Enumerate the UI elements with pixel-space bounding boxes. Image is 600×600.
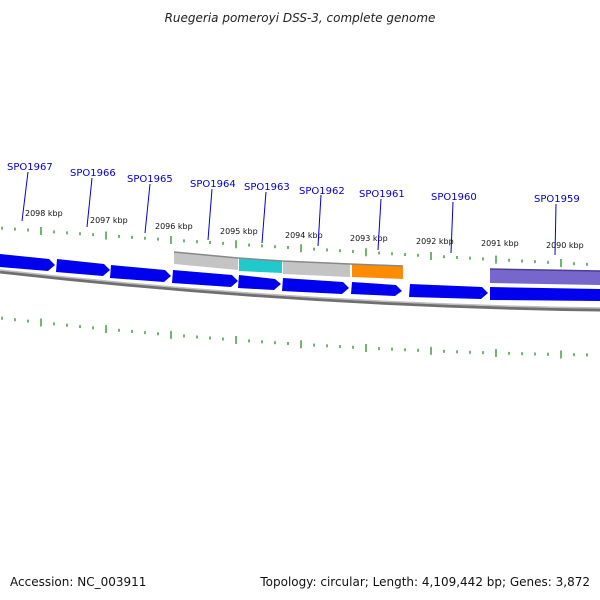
accession-label: Accession: NC_003911 xyxy=(10,575,146,589)
gene-label-line xyxy=(207,188,213,241)
gene-arrow-spo1965[interactable] xyxy=(110,265,171,282)
feature-purple[interactable] xyxy=(490,269,600,285)
gene-label-line xyxy=(144,183,151,234)
gene-label-line xyxy=(317,194,322,247)
gene-label-line xyxy=(261,191,267,244)
gene-arrow-spo1960[interactable] xyxy=(409,284,488,299)
gene-arrow-spo1964[interactable] xyxy=(172,270,238,287)
gene-label-line xyxy=(450,201,454,254)
gene-label-spo1962[interactable]: SPO1962 xyxy=(299,186,345,197)
kbp-label: 2097 kbp xyxy=(90,216,128,225)
gene-label-line xyxy=(554,203,557,256)
gene-label-spo1960[interactable]: SPO1960 xyxy=(431,192,477,203)
gene-label-spo1959[interactable]: SPO1959 xyxy=(534,194,580,205)
kbp-label: 2096 kbp xyxy=(155,222,193,231)
gene-label-line xyxy=(21,171,29,222)
feature-orange[interactable] xyxy=(352,264,403,279)
inner-scale-ticks xyxy=(1,316,588,359)
gene-label-line xyxy=(86,177,93,228)
gene-label-spo1965[interactable]: SPO1965 xyxy=(127,174,173,185)
gene-arrow-spo1962[interactable] xyxy=(282,278,349,294)
kbp-label: 2090 kbp xyxy=(546,241,584,250)
outer-scale-ticks xyxy=(1,226,588,268)
gene-label-spo1961[interactable]: SPO1961 xyxy=(359,189,405,200)
gene-label-spo1966[interactable]: SPO1966 xyxy=(70,168,116,179)
feature-gray-right[interactable] xyxy=(283,261,350,277)
gene-label-spo1963[interactable]: SPO1963 xyxy=(244,182,290,193)
kbp-label: 2093 kbp xyxy=(350,234,388,243)
gene-label-line xyxy=(377,198,382,251)
gene-labels: SPO1967 SPO1966 SPO1965 SPO1964 SPO1963 … xyxy=(7,162,580,205)
kbp-label: 2091 kbp xyxy=(481,239,519,248)
gene-arrow-spo1966[interactable] xyxy=(56,259,110,276)
genome-summary: Topology: circular; Length: 4,109,442 bp… xyxy=(259,575,590,589)
gene-label-lines xyxy=(21,171,557,256)
feature-cyan[interactable] xyxy=(239,258,282,273)
gene-arrow-spo1963[interactable] xyxy=(238,275,281,290)
gene-arrow-spo1961[interactable] xyxy=(351,282,402,296)
feature-gray-top-edge xyxy=(173,251,404,267)
kbp-label: 2094 kbp xyxy=(285,231,323,240)
backbone-highlight xyxy=(0,269,600,309)
kbp-label: 2092 kbp xyxy=(416,237,454,246)
map-title: Ruegeria pomeroyi DSS-3, complete genome xyxy=(165,11,436,25)
feature-purple-top-edge xyxy=(489,268,600,272)
feature-track xyxy=(0,251,600,301)
gene-arrow-spo1959[interactable] xyxy=(490,287,600,301)
genome-backbone xyxy=(0,269,600,312)
backbone-line xyxy=(0,270,600,312)
kbp-label: 2098 kbp xyxy=(25,209,63,218)
kbp-scale-labels: 2098 kbp 2097 kbp 2096 kbp 2095 kbp 2094… xyxy=(25,209,584,250)
kbp-label: 2095 kbp xyxy=(220,227,258,236)
gene-label-spo1964[interactable]: SPO1964 xyxy=(190,179,236,190)
gene-label-spo1967[interactable]: SPO1967 xyxy=(7,162,53,173)
gene-arrow-spo1967[interactable] xyxy=(0,254,55,271)
